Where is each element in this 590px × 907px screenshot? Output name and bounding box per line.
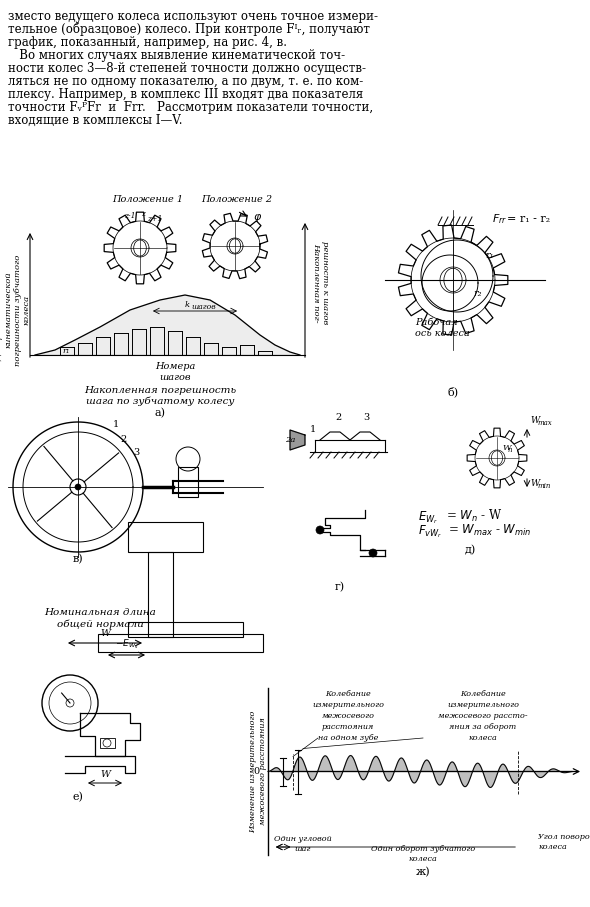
Text: Колебание: Колебание <box>325 690 371 698</box>
Text: Накопленная погрешность: Накопленная погрешность <box>84 386 236 395</box>
Text: а): а) <box>155 407 166 418</box>
Bar <box>98 634 263 652</box>
Text: Рабочая: Рабочая <box>415 318 458 327</box>
Text: входящие в комплексы I—V.: входящие в комплексы I—V. <box>8 114 182 127</box>
Text: точности FᵥᴾFr  и  Frr.   Рассмотрим показатели точности,: точности FᵥᴾFr и Frr. Рассмотрим показат… <box>8 101 373 114</box>
Text: яния за оборот: яния за оборот <box>450 723 517 731</box>
Text: z+1: z+1 <box>148 215 163 223</box>
Bar <box>178 467 198 497</box>
Text: Один угловой: Один угловой <box>274 835 332 843</box>
Bar <box>128 622 243 637</box>
Text: Во многих случаях выявление кинематической точ-: Во многих случаях выявление кинематическ… <box>8 49 345 62</box>
Text: ности колес 3—8-й степеней точности должно осуществ-: ности колес 3—8-й степеней точности долж… <box>8 62 366 75</box>
Text: колеса: колеса <box>409 855 437 863</box>
Text: r₁: r₁ <box>485 251 493 260</box>
Text: решность к шагов: решность к шагов <box>321 241 329 324</box>
Text: зместо ведущего колеса используют очень точное измери-: зместо ведущего колеса используют очень … <box>8 10 378 23</box>
Text: 2а: 2а <box>285 436 296 444</box>
Text: W: W <box>530 479 539 488</box>
Text: ляться не по одному показателю, а по двум, т. е. по ком-: ляться не по одному показателю, а по дву… <box>8 75 363 88</box>
Circle shape <box>316 526 324 534</box>
Text: г): г) <box>335 581 345 592</box>
Text: Колебание: Колебание <box>460 690 506 698</box>
Text: Один оборот зубчатого: Один оборот зубчатого <box>371 845 475 853</box>
Text: r₁: r₁ <box>62 347 70 355</box>
Text: 0: 0 <box>254 767 260 776</box>
Text: тельное (образцовое) колесо. При контроле Fᴵᵣ, получают: тельное (образцовое) колесо. При контрол… <box>8 23 370 36</box>
Text: $-E_{W_s}$: $-E_{W_s}$ <box>114 638 138 651</box>
Text: r₂: r₂ <box>473 289 481 298</box>
Text: 1: 1 <box>310 425 316 434</box>
Text: k: k <box>185 301 190 309</box>
Text: в): в) <box>73 553 83 564</box>
Text: Номера: Номера <box>155 362 195 371</box>
Text: = $W_n$ - W: = $W_n$ - W <box>446 508 502 524</box>
Text: = r₁ - r₂: = r₁ - r₂ <box>507 214 550 224</box>
Text: Изменение измерительного
межосевого расстояния: Изменение измерительного межосевого расс… <box>250 710 267 833</box>
Text: $F_{vW_r}$: $F_{vW_r}$ <box>418 523 442 540</box>
Text: шагов: шагов <box>159 373 191 382</box>
Text: е): е) <box>73 792 83 802</box>
Text: 1: 1 <box>113 420 119 429</box>
Text: Накопленная пог-: Накопленная пог- <box>312 243 320 322</box>
Text: д): д) <box>464 545 476 555</box>
Text: колеса: колеса <box>538 843 567 851</box>
Text: измерительного: измерительного <box>447 701 519 709</box>
Text: Номинальная длина: Номинальная длина <box>44 608 156 617</box>
Polygon shape <box>290 430 305 450</box>
Text: 3: 3 <box>133 448 139 457</box>
Text: измерительного: измерительного <box>312 701 384 709</box>
Text: Дискретные значения
кинематической
погрешности зубчатого
колеса: Дискретные значения кинематической погре… <box>0 254 31 366</box>
Text: 2: 2 <box>120 435 126 444</box>
Text: плексу. Например, в комплекс III входят два показателя: плексу. Например, в комплекс III входят … <box>8 88 363 101</box>
Text: шаг: шаг <box>295 845 311 853</box>
Text: общей нормали: общей нормали <box>57 619 143 629</box>
Text: межосевого: межосевого <box>322 712 375 720</box>
Circle shape <box>369 549 377 557</box>
Text: 2: 2 <box>335 413 341 422</box>
Polygon shape <box>35 295 300 355</box>
Text: Положение 2: Положение 2 <box>201 195 273 204</box>
Text: W: W <box>100 770 110 779</box>
Text: шага по зубчатому колесу: шага по зубчатому колесу <box>86 396 234 406</box>
Text: шагов: шагов <box>191 303 216 311</box>
Text: W: W <box>100 629 110 638</box>
Text: график, показанный, например, на рис. 4, в.: график, показанный, например, на рис. 4,… <box>8 36 287 49</box>
Text: ж): ж) <box>416 867 430 877</box>
Text: n: n <box>508 446 513 454</box>
Bar <box>100 738 115 748</box>
Text: ось колеса: ось колеса <box>415 329 470 338</box>
Text: $\varphi$: $\varphi$ <box>253 212 262 224</box>
Text: межосевого расстo-: межосевого расстo- <box>438 712 528 720</box>
Text: $F_{rr}$: $F_{rr}$ <box>492 212 507 226</box>
Text: z: z <box>141 210 145 218</box>
Text: W: W <box>530 416 539 425</box>
Text: 3: 3 <box>363 413 369 422</box>
Text: max: max <box>537 419 552 427</box>
Text: расстояния: расстояния <box>322 723 374 731</box>
Text: min: min <box>537 482 550 490</box>
Bar <box>128 522 203 552</box>
Text: $E_{W_r}$: $E_{W_r}$ <box>418 509 438 525</box>
Text: z-1: z-1 <box>124 212 136 220</box>
Text: = $W_{max}$ - $W_{min}$: = $W_{max}$ - $W_{min}$ <box>448 523 532 538</box>
Text: Угол поворота: Угол поворота <box>538 833 590 841</box>
Text: W: W <box>502 444 510 452</box>
Text: колеса: колеса <box>468 734 497 742</box>
Bar <box>148 552 173 637</box>
Circle shape <box>75 484 81 490</box>
Text: б): б) <box>447 386 458 397</box>
Text: на одном зубе: на одном зубе <box>318 734 378 742</box>
Text: Положение 1: Положение 1 <box>113 195 183 204</box>
